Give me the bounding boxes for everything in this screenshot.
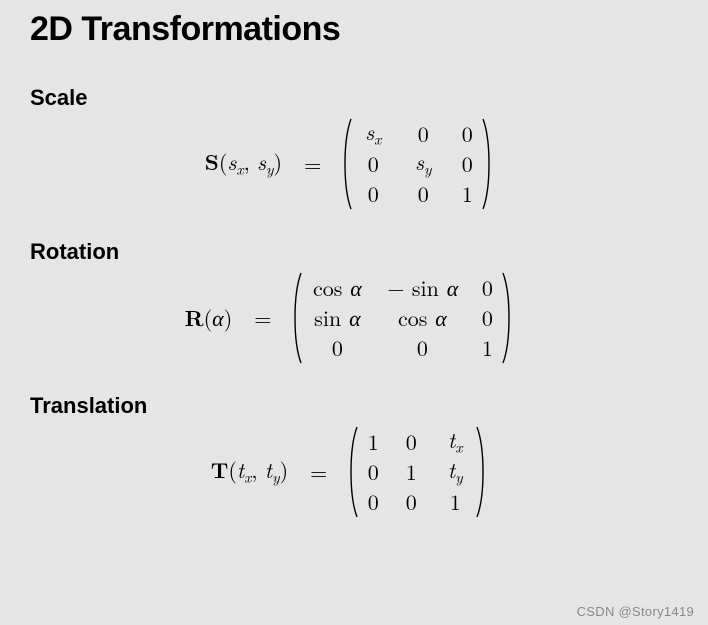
equals-sign: = — [288, 461, 345, 483]
sections-container: ScaleS(sx, sy)=sx000sy0001RotationR(α)=c… — [30, 85, 688, 519]
equation-lhs: S(sx, sy) — [205, 151, 282, 177]
paren-open-icon — [345, 425, 359, 519]
matrix-cell: 0 — [309, 337, 365, 359]
matrix-cell: 0 — [459, 123, 475, 145]
watermark-text: CSDN @Story1419 — [577, 604, 694, 619]
section-label: Translation — [30, 393, 688, 419]
matrix-cell: 1 — [365, 431, 381, 453]
equals-sign: = — [282, 153, 339, 175]
matrix-cell: cos α — [387, 307, 457, 329]
matrix-cell: 0 — [359, 153, 387, 175]
matrix-cell: sx — [359, 121, 387, 147]
matrix-cell: 0 — [387, 337, 457, 359]
equation: T(tx, ty)=10tx01ty001 — [211, 425, 490, 519]
matrix-cell: 1 — [441, 491, 469, 513]
matrix-cell: 0 — [403, 431, 419, 453]
matrix: 10tx01ty001 — [345, 425, 489, 519]
matrix-cell: tx — [441, 429, 469, 455]
paren-close-icon — [475, 425, 489, 519]
matrix-cell: 1 — [479, 337, 495, 359]
matrix-body: 10tx01ty001 — [359, 425, 475, 519]
paren-close-icon — [501, 271, 515, 365]
matrix-cell: sin α — [309, 307, 365, 329]
matrix-cell: 0 — [403, 491, 419, 513]
matrix-cell: 0 — [479, 277, 495, 299]
equals-sign: = — [232, 307, 289, 329]
matrix-body: cos α− sin α0sin αcos α0001 — [303, 271, 501, 365]
section-label: Scale — [30, 85, 688, 111]
matrix-cell: 0 — [409, 183, 437, 205]
matrix-body: sx000sy0001 — [353, 117, 481, 211]
equation-row: T(tx, ty)=10tx01ty001 — [90, 425, 610, 519]
matrix-cell: ty — [441, 459, 469, 485]
paren-close-icon — [481, 117, 495, 211]
matrix-cell: 0 — [459, 153, 475, 175]
matrix-cell: cos α — [309, 277, 365, 299]
equation-lhs: T(tx, ty) — [211, 459, 288, 485]
matrix-cell: 0 — [359, 183, 387, 205]
matrix: cos α− sin α0sin αcos α0001 — [289, 271, 515, 365]
matrix-cell: 1 — [459, 183, 475, 205]
equation-lhs: R(α) — [185, 307, 233, 329]
matrix-cell: 0 — [365, 461, 381, 483]
section-label: Rotation — [30, 239, 688, 265]
equation-row: S(sx, sy)=sx000sy0001 — [90, 117, 610, 211]
paren-open-icon — [339, 117, 353, 211]
matrix-cell: 1 — [403, 461, 419, 483]
matrix-cell: 0 — [365, 491, 381, 513]
equation-row: R(α)=cos α− sin α0sin αcos α0001 — [90, 271, 610, 365]
paren-open-icon — [289, 271, 303, 365]
matrix: sx000sy0001 — [339, 117, 495, 211]
matrix-cell: 0 — [479, 307, 495, 329]
matrix-cell: − sin α — [387, 277, 457, 299]
matrix-cell: sy — [409, 151, 437, 177]
matrix-cell: 0 — [409, 123, 437, 145]
equation: R(α)=cos α− sin α0sin αcos α0001 — [185, 271, 516, 365]
slide-page: 2D Transformations ScaleS(sx, sy)=sx000s… — [0, 0, 708, 519]
page-title: 2D Transformations — [30, 10, 688, 49]
equation: S(sx, sy)=sx000sy0001 — [205, 117, 495, 211]
